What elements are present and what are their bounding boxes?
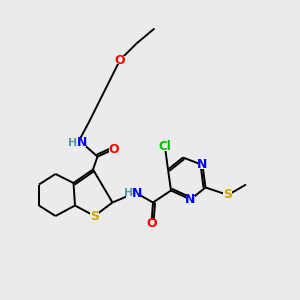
Text: N: N	[76, 136, 87, 149]
Text: O: O	[115, 53, 125, 67]
Text: N: N	[197, 158, 208, 172]
Text: O: O	[146, 217, 157, 230]
FancyBboxPatch shape	[198, 161, 207, 169]
FancyBboxPatch shape	[126, 189, 141, 198]
FancyBboxPatch shape	[109, 146, 118, 153]
FancyBboxPatch shape	[186, 196, 195, 203]
Text: H: H	[124, 188, 133, 199]
FancyBboxPatch shape	[159, 143, 171, 151]
Text: Cl: Cl	[159, 140, 171, 154]
Text: S: S	[90, 209, 99, 223]
FancyBboxPatch shape	[116, 56, 124, 64]
Text: S: S	[224, 188, 232, 202]
Text: N: N	[132, 187, 142, 200]
Text: N: N	[185, 193, 196, 206]
FancyBboxPatch shape	[147, 220, 156, 227]
FancyBboxPatch shape	[90, 212, 99, 220]
Text: O: O	[108, 143, 119, 156]
FancyBboxPatch shape	[70, 138, 86, 147]
FancyBboxPatch shape	[224, 191, 232, 199]
Text: H: H	[68, 137, 77, 148]
